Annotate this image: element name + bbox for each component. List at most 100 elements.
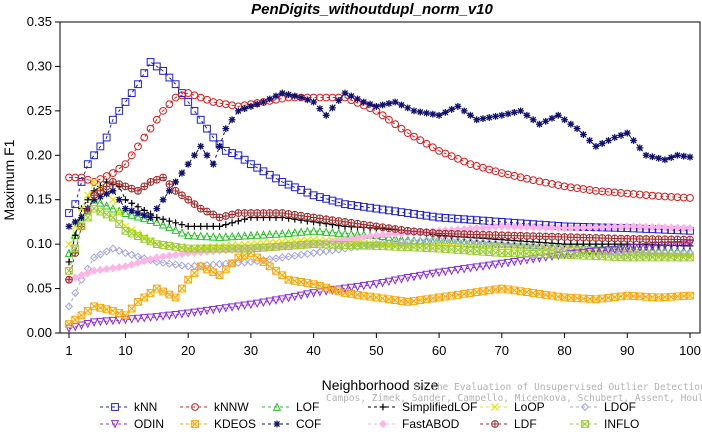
data-point-odin (140, 314, 149, 323)
data-point-ldf (102, 182, 111, 191)
data-point-ldof (240, 258, 249, 267)
data-point-odin (290, 292, 300, 302)
data-point-cof (247, 103, 255, 110)
data-point-fastabod (679, 223, 688, 233)
data-point-cof (460, 107, 468, 115)
data-point-odin (121, 315, 130, 325)
data-point-knnw (90, 178, 98, 186)
data-point-simplifiedlof (228, 219, 236, 227)
data-point-inflo (121, 226, 130, 235)
data-point-ldf (165, 180, 174, 188)
legend-marker-fastabod (378, 419, 388, 429)
data-point-ldf (378, 223, 387, 232)
data-point-knn (422, 211, 431, 220)
data-point-cof (636, 144, 644, 152)
legend-marker-simplifiedlof (379, 403, 387, 411)
data-point-ldof (171, 260, 180, 269)
data-point-cof (429, 110, 437, 118)
data-point-odin (190, 308, 199, 318)
data-point-odin (77, 321, 86, 330)
data-point-kdeos (617, 292, 625, 301)
data-point-cof (542, 117, 550, 125)
data-point-knn (234, 151, 243, 160)
data-point-ldof (478, 238, 488, 247)
data-point-fastabod (623, 222, 632, 231)
data-point-ldof (315, 248, 325, 257)
data-point-knnw (654, 192, 663, 201)
legend-item-inflo: INFLO (570, 417, 639, 431)
data-point-cof (385, 100, 393, 107)
data-point-lof (121, 208, 130, 217)
data-point-cof (90, 196, 98, 204)
data-point-odin (635, 243, 645, 253)
data-point-odin (510, 258, 519, 267)
data-point-fastabod (485, 223, 494, 232)
data-point-ldf (65, 275, 73, 284)
data-point-knn (228, 149, 236, 157)
data-point-ldof (290, 251, 299, 260)
data-point-fastabod (234, 245, 243, 254)
data-point-ldof (303, 249, 312, 259)
data-point-fastabod (654, 223, 663, 232)
data-point-cof (674, 151, 681, 159)
data-point-ldof (472, 238, 481, 247)
data-point-ldf (359, 220, 368, 229)
data-point-kdeos (71, 315, 80, 324)
data-point-ldof (660, 248, 670, 258)
data-point-odin (71, 323, 80, 332)
data-point-cof (103, 190, 111, 198)
legend-marker-ldof (580, 402, 590, 412)
y-tick-label: 0.05 (27, 281, 52, 296)
data-point-loop (548, 244, 556, 252)
data-point-cof (316, 105, 324, 113)
data-point-simplifiedlof (197, 222, 205, 230)
data-point-knn (178, 89, 186, 97)
legend-item-cof: COF (262, 417, 321, 431)
data-point-odin (127, 315, 136, 324)
x-tick-label: 70 (495, 343, 509, 358)
data-point-lof (296, 227, 306, 236)
data-point-kdeos (159, 287, 167, 296)
data-point-fastabod (83, 268, 92, 278)
data-point-kdeos (604, 293, 613, 302)
data-point-inflo (140, 234, 149, 243)
data-point-odin (234, 302, 243, 311)
data-point-fastabod (378, 230, 387, 239)
data-point-knn (96, 142, 105, 151)
data-point-cof (523, 111, 531, 119)
data-point-cof (667, 154, 675, 161)
data-point-ldof (296, 250, 306, 259)
data-point-cof (197, 143, 205, 150)
data-point-ldof (158, 258, 168, 267)
data-point-kdeos (491, 285, 500, 294)
data-point-knnw (460, 157, 469, 166)
data-point-cof (680, 152, 688, 160)
data-point-kdeos (203, 265, 211, 274)
series-ldf (65, 173, 694, 284)
legend-item-ldf: LDF (480, 417, 537, 431)
legend-item-simplifiedlof: SimplifiedLOF (368, 400, 477, 414)
data-point-odin (528, 255, 538, 264)
data-point-lof (133, 212, 143, 221)
data-point-simplifiedlof (592, 240, 600, 248)
legend-item-odin: ODIN (100, 417, 164, 431)
data-point-loop (83, 191, 92, 200)
data-point-cof (391, 98, 399, 106)
data-point-cof (586, 137, 594, 144)
data-point-ldof (434, 235, 444, 244)
data-point-odin (566, 250, 576, 259)
data-point-odin (152, 313, 162, 322)
data-point-cof (341, 89, 349, 97)
legend-label-loop: LoOP (514, 400, 545, 414)
data-point-knn (466, 215, 475, 224)
data-point-simplifiedlof (128, 199, 136, 207)
data-point-cof (598, 140, 606, 147)
data-point-cof (329, 104, 336, 112)
data-point-knn (397, 208, 406, 217)
data-point-cof (510, 108, 518, 116)
data-point-knnw (328, 93, 337, 102)
data-point-loop (115, 209, 124, 217)
data-point-knnw (102, 172, 111, 180)
data-point-odin (604, 246, 613, 255)
data-point-fastabod (158, 252, 168, 261)
